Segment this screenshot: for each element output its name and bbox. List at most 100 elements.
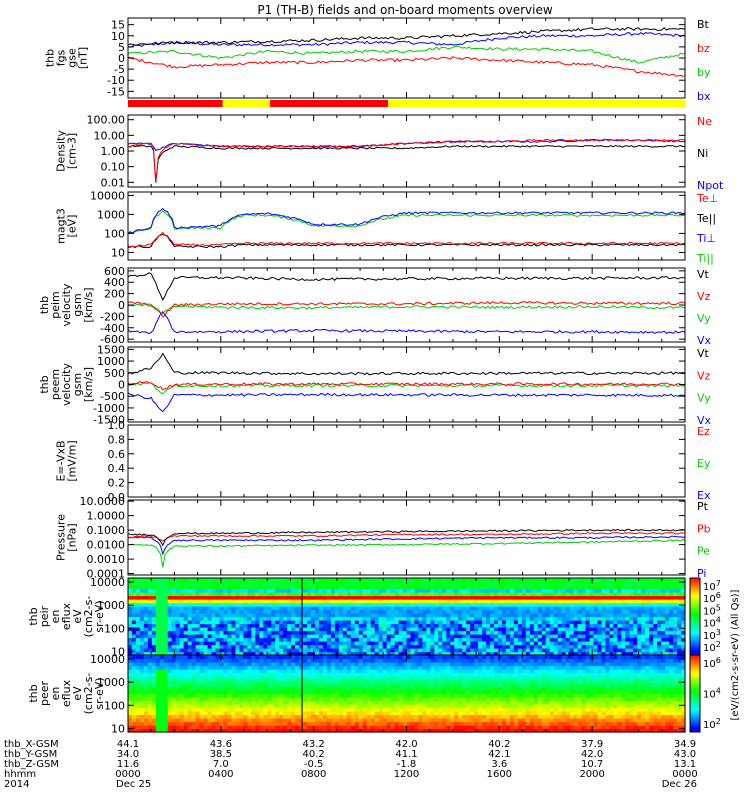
spectrogram-cell [291,707,296,712]
spectrogram-cell [617,592,622,597]
spectrogram-cell [378,578,384,583]
spectrogram-cell [207,665,213,670]
spectrogram-cell [462,613,467,618]
spectrogram-cell [621,599,626,604]
spectrogram-cell [474,599,479,604]
spectrogram-cell [557,616,563,621]
spectrogram-cell [207,602,213,607]
spectrogram-cell [139,655,145,660]
spectrogram-cell [155,690,161,695]
spectrogram-cell [235,693,240,698]
spectrogram-cell [307,665,312,670]
spectrogram-cell [251,651,256,656]
spectrogram-cell [390,651,396,656]
spectrogram-cell [251,690,256,695]
spectrogram-cell [318,599,324,604]
spectrogram-cell [565,595,571,600]
legend-Vy: Vy [697,312,711,325]
spectrogram-cell [291,700,296,705]
series-bz [127,56,686,77]
spectrogram-cell [307,620,312,625]
spectrogram-cell [155,725,161,730]
spectrogram-cell [653,606,658,611]
spectrogram-cell [215,714,221,719]
spectrogram-cell [303,623,308,628]
spectrogram-cell [410,648,416,653]
spectrogram-cell [263,672,268,677]
spectrogram-cell [175,585,181,590]
spectrogram-cell [649,627,654,632]
spectrogram-cell [311,700,316,705]
spectrogram-cell [295,634,300,639]
spectrogram-cell [275,641,280,646]
spectrogram-cell [259,683,264,688]
spectrogram-cell [311,595,316,600]
spectrogram-cell [577,651,583,656]
spectrogram-cell [183,630,189,635]
spectrogram-cell [271,606,276,611]
spectrogram-cell [553,644,559,649]
spectrogram-cell [446,651,451,656]
spectrogram-cell [143,648,149,653]
spectrogram-cell [311,686,316,691]
spectrogram-cell [147,683,153,688]
series-Pt [127,528,686,547]
spectrogram-cell [314,588,320,593]
spectrogram-cell [219,669,225,674]
spectrogram-cell [573,648,579,653]
spectrogram-cell [398,623,404,628]
spectrogram-cell [275,651,280,656]
spectrogram-cell [259,630,264,635]
spectrogram-cell [330,686,336,691]
y-axis-label: thb [44,49,57,67]
spectrogram-cell [311,644,316,649]
spectrogram-cell [251,627,256,632]
spectrogram-cell [362,651,368,656]
spectrogram-cell [681,592,686,597]
spectrogram-cell [131,686,137,691]
spectrogram-cell [330,707,336,712]
spectrogram-cell [179,578,185,583]
spectrogram-cell [271,704,276,709]
spectrogram-cell [494,630,499,635]
spectrogram-cell [135,648,141,653]
spectrogram-cell [382,578,388,583]
spectrogram-cell [275,616,280,621]
spectrogram-cell [641,627,646,632]
spectrogram-cell [299,676,304,681]
spectrogram-cell [251,704,256,709]
spectrogram-cell [219,585,225,590]
spectrogram-cell [295,676,300,681]
spectrogram-cell [147,662,153,667]
spectrogram-cell [450,630,455,635]
spectrogram-cell [135,651,141,656]
spectrogram-cell [215,627,221,632]
spectrogram-cell [350,711,356,716]
spectrogram-cell [307,672,312,677]
spectrogram-cell [358,609,364,614]
spectrogram-cell [135,690,141,695]
spectrogram-cell [255,627,260,632]
spectrogram-cell [199,672,205,677]
spectrogram-cell [350,585,356,590]
spectrogram-cell [597,581,603,586]
spectrogram-cell [569,613,575,618]
spectrogram-cell [621,620,626,625]
spectrogram-cell [314,700,320,705]
spectrogram-cell [549,644,555,649]
spectrogram-cell [406,581,412,586]
spectrogram-cell [569,609,575,614]
spectrogram-cell [227,627,233,632]
spectrogram-cell [677,634,682,639]
spectrogram-cell [223,623,229,628]
spectrogram-cell [231,616,237,621]
spectrogram-cell [334,704,340,709]
spectrogram-cell [275,662,280,667]
spectrogram-cell [187,704,193,709]
spectrogram-cell [271,725,276,730]
spectrogram-cell [303,679,308,684]
spectrogram-cell [155,609,161,614]
spectrogram-cell [422,578,427,583]
spectrogram-cell [263,683,268,688]
legend-Vt: Vt [697,268,710,281]
